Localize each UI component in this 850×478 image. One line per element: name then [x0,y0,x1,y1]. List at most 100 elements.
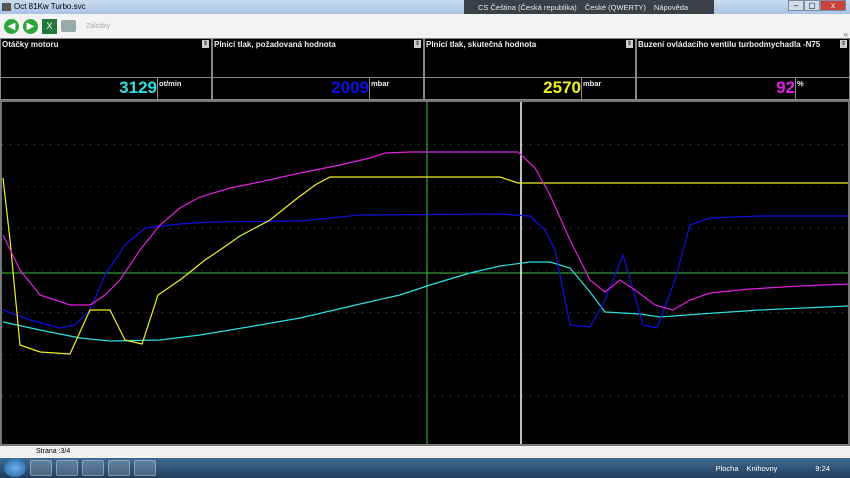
grid-dot [146,354,147,355]
grid-dot [34,186,35,187]
grid-dot [578,354,579,355]
grid-dot [90,144,91,145]
taskbar-window[interactable] [134,460,156,476]
scroll-arrows-icon[interactable]: ⇕ [840,40,847,48]
grid-dot [354,396,355,397]
taskbar-explorer[interactable] [108,460,130,476]
grid-dot [618,270,619,271]
grid-dot [658,228,659,229]
grid-dot [778,354,779,355]
close-button[interactable]: x [820,0,846,11]
grid-dot [290,396,291,397]
grid-dot [738,228,739,229]
grid-dot [74,144,75,145]
grid-dot [810,186,811,187]
grid-dot [562,228,563,229]
bookmarks-button[interactable]: Záložky [86,22,111,30]
value-row: 2009 mbar [213,77,423,99]
libraries-toolbar[interactable]: Knihovny [746,463,778,473]
grid-dot [706,186,707,187]
grid-dot [842,312,843,313]
grid-dot [10,228,11,229]
scroll-arrows-icon[interactable]: ⇕ [626,40,633,48]
grid-dot [802,396,803,397]
grid-dot [242,228,243,229]
grid-dot [378,270,379,271]
grid-dot [522,396,523,397]
grid-dot [34,312,35,313]
maximize-button[interactable]: ▢ [804,0,820,11]
grid-dot [394,354,395,355]
taskbar-app[interactable] [56,460,78,476]
grid-dot [386,228,387,229]
grid-dot [546,396,547,397]
grid-dot [522,270,523,271]
grid-dot [618,396,619,397]
grid-dot [82,354,83,355]
grid-dot [658,270,659,271]
grid-dot [218,270,219,271]
help-label[interactable]: Nápověda [653,3,689,12]
grid-dot [794,186,795,187]
grid-dot [778,396,779,397]
grid-dot [146,186,147,187]
grid-dot [354,354,355,355]
keyboard-label[interactable]: České (QWERTY) [584,3,646,12]
grid-dot [346,186,347,187]
grid-dot [250,270,251,271]
grid-dot [290,228,291,229]
minimize-button[interactable]: – [788,0,804,11]
start-button[interactable] [4,459,26,477]
grid-dot [826,312,827,313]
clock[interactable]: 9:24 [815,463,830,473]
grid-dot [490,228,491,229]
grid-dot [450,228,451,229]
graph-area[interactable] [0,100,850,446]
grid-dot [658,396,659,397]
grid-dot [226,270,227,271]
grid-dot [58,228,59,229]
arrow-left-icon[interactable]: ◀ [4,18,19,34]
printer-icon[interactable] [61,20,76,32]
grid-dot [506,354,507,355]
grid-dot [570,396,571,397]
grid-dot [786,228,787,229]
grid-dot [258,144,259,145]
grid-dot [146,396,147,397]
grid-dot [690,186,691,187]
arrow-right-icon[interactable]: ▶ [23,18,38,34]
grid-dot [178,270,179,271]
grid-dot [842,186,843,187]
language-label[interactable]: CS Čeština (Česká republika) [478,3,577,12]
grid-dot [650,228,651,229]
collapse-button[interactable]: « [843,30,848,39]
grid-dot [554,396,555,397]
grid-dot [2,354,3,355]
grid-dot [602,354,603,355]
grid-dot [138,186,139,187]
grid-dot [274,312,275,313]
grid-dot [698,144,699,145]
graph-svg[interactable] [2,102,849,444]
taskbar-vcds[interactable] [82,460,104,476]
desktop-toolbar[interactable]: Plocha [715,463,739,473]
grid-dot [562,186,563,187]
grid-dot [394,186,395,187]
grid-dot [202,354,203,355]
scroll-arrows-icon[interactable]: ⇕ [414,40,421,48]
grid-dot [562,396,563,397]
panel-title: Otáčky motoru [2,40,59,49]
taskbar-ie[interactable] [30,460,52,476]
language-bar[interactable]: CS Čeština (Česká republika) České (QWER… [464,0,714,15]
grid-dot [762,396,763,397]
grid-dot [34,354,35,355]
grid-dot [626,354,627,355]
excel-icon[interactable]: X [42,18,57,34]
grid-dot [66,228,67,229]
grid-dot [162,312,163,313]
grid-dot [762,228,763,229]
grid-dot [674,312,675,313]
grid-dot [170,186,171,187]
scroll-arrows-icon[interactable]: ⇕ [202,40,209,48]
grid-dot [322,270,323,271]
